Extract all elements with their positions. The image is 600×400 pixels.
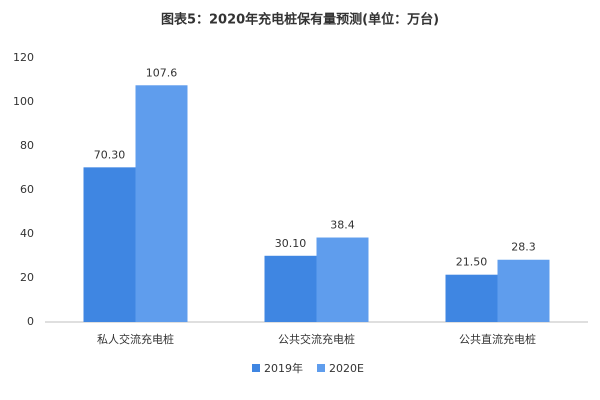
legend-label: 2020E — [329, 362, 364, 375]
y-tick-label: 100 — [13, 95, 34, 108]
bar — [316, 237, 369, 322]
bar — [445, 274, 498, 322]
y-tick-label: 80 — [20, 139, 34, 152]
data-label: 38.4 — [330, 219, 355, 232]
x-tick-label: 私人交流充电桩 — [97, 332, 174, 346]
y-tick-label: 60 — [20, 183, 34, 196]
legend-swatch — [317, 364, 325, 372]
bar — [83, 167, 136, 322]
bar — [264, 255, 317, 322]
legend-label: 2019年 — [264, 361, 303, 375]
legend-swatch — [252, 364, 260, 372]
data-label: 70.30 — [94, 148, 126, 161]
bar — [135, 85, 188, 322]
data-label: 30.10 — [275, 237, 307, 250]
x-tick-label: 公共交流充电桩 — [278, 332, 355, 346]
bar — [497, 259, 550, 322]
data-label: 107.6 — [146, 66, 178, 79]
x-tick-label: 公共直流充电桩 — [459, 332, 536, 346]
data-label: 28.3 — [511, 241, 536, 254]
y-tick-label: 40 — [20, 227, 34, 240]
y-tick-label: 120 — [13, 51, 34, 64]
chart-title: 图表5：2020年充电桩保有量预测(单位：万台) — [161, 12, 439, 28]
y-tick-label: 20 — [20, 271, 34, 284]
data-label: 21.50 — [456, 256, 488, 269]
y-tick-label: 0 — [27, 315, 34, 328]
